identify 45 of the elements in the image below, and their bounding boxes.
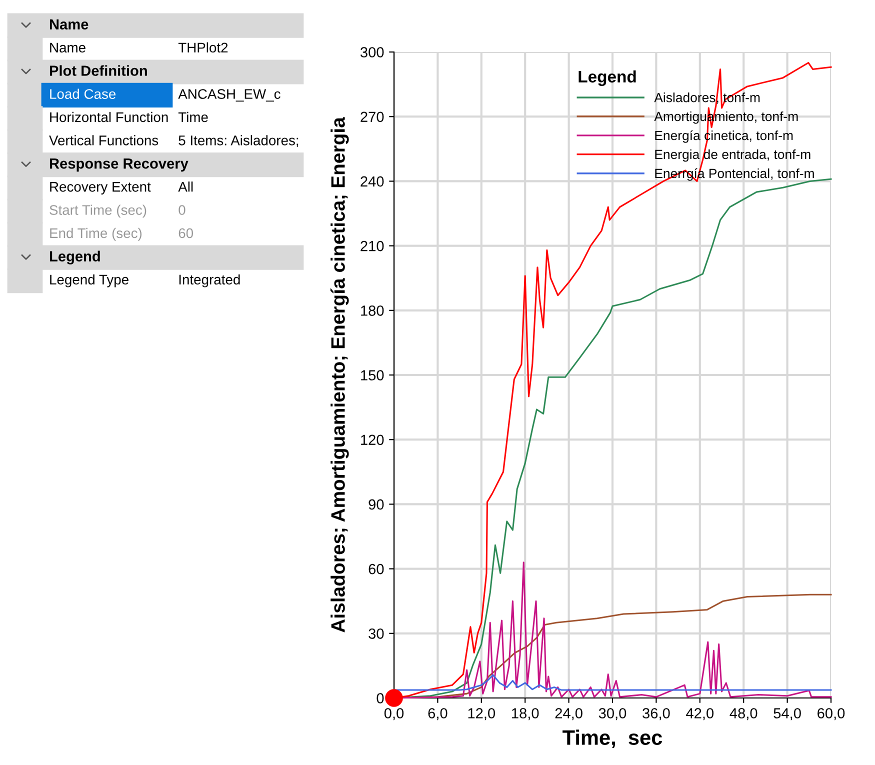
y-tick-label: 180 [361, 306, 384, 316]
text: Plot Definition [50, 65, 147, 76]
y-axis-title: Aisladores; Amortiguamiento; Energía cinetica; Energia [330, 116, 349, 632]
y-tick-label: 120 [361, 434, 384, 446]
x-tick-label: 48,0 [730, 708, 758, 720]
y-tick-label: 240 [360, 176, 384, 187]
text: THPlot2 [178, 42, 228, 53]
y-tick-label: 270 [360, 112, 384, 122]
text: Legend [50, 250, 100, 264]
text: All [178, 182, 193, 192]
x-tick-label: 24,0 [555, 708, 582, 720]
text: Vertical Functions [49, 135, 158, 146]
y-tick-label: 30 [368, 628, 384, 639]
y-tick-label: 0 [376, 693, 384, 704]
text: 0 [178, 205, 186, 215]
text: Time [178, 112, 208, 122]
x-tick-label: 18,0 [512, 708, 539, 720]
y-tick-label: 210 [360, 240, 384, 252]
text: Horizontal Function [50, 112, 168, 122]
x-tick-label: 12,0 [468, 708, 496, 720]
text: Start Time (sec) [50, 204, 146, 218]
x-tick-label: 30,0 [598, 708, 626, 720]
text: Name [50, 19, 88, 30]
text: ANCASH_EW_c [178, 89, 280, 102]
text: Recovery Extent [50, 182, 151, 194]
x-tick-label: 54,0 [774, 708, 801, 720]
x-tick-label: 60,0 [818, 708, 845, 720]
text: 5 Items: Aisladores; [178, 135, 298, 147]
y-tick-label: 60 [368, 564, 384, 574]
text: Name [50, 42, 86, 53]
x-tick-label: 42,0 [686, 708, 714, 720]
text: End Time (sec) [50, 228, 142, 241]
y-tick-label: 150 [361, 370, 384, 380]
text: Response Recovery [50, 158, 188, 172]
legend-title: Legend [578, 70, 636, 86]
text: Integrated [179, 274, 240, 288]
text: Legend Type [50, 274, 128, 288]
text: 60 [178, 228, 194, 238]
x-axis-title: Time, sec [562, 730, 662, 748]
x-tick-label: 6,0 [428, 708, 448, 720]
x-tick-label: 0,0 [384, 708, 404, 720]
text: Load Case [50, 88, 116, 99]
y-tick-label: 300 [360, 47, 384, 58]
y-tick-label: 90 [368, 499, 384, 510]
x-tick-label: 36,0 [642, 708, 670, 720]
